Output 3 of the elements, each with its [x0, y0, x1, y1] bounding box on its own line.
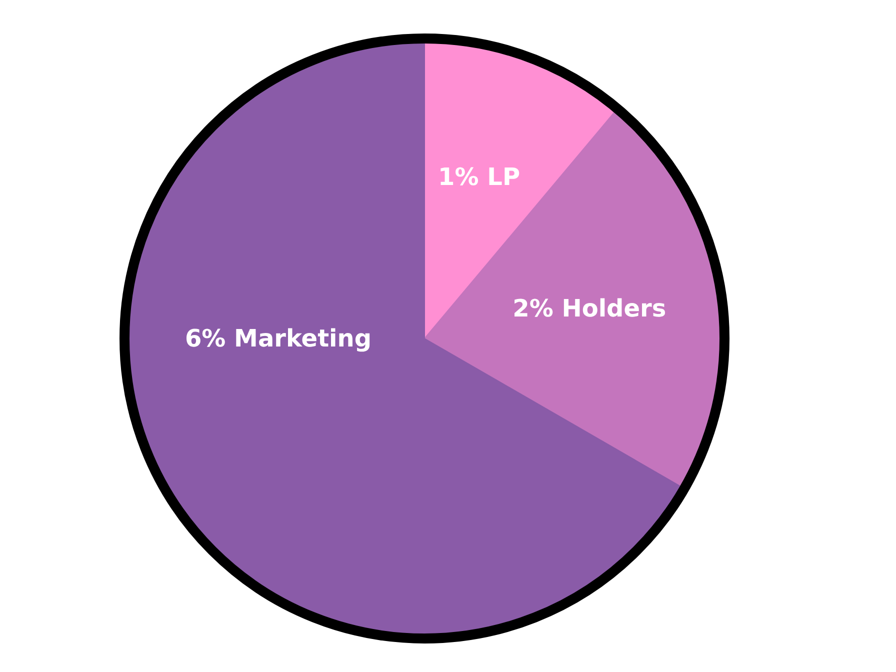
slice-label: 6% Marketing — [184, 324, 372, 352]
slice-label: 1% LP — [438, 163, 520, 192]
slice-label: 2% Holders — [512, 294, 666, 323]
